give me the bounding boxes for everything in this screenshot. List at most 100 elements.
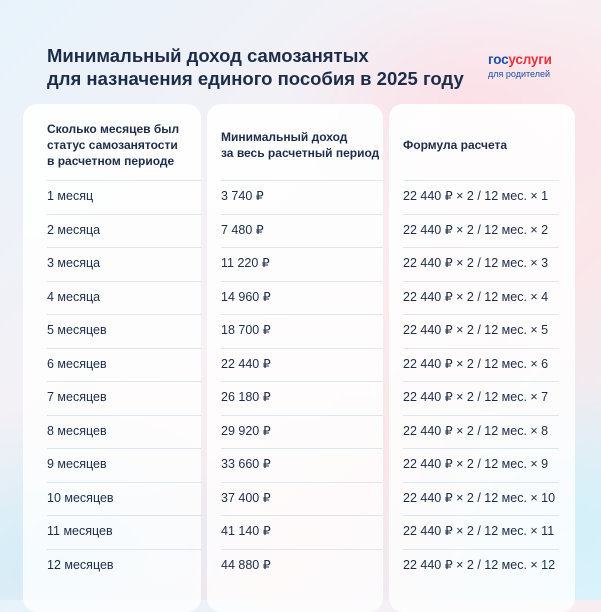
cell-formula: 22 440 ₽ × 2 / 12 мес. × 1 — [403, 189, 549, 203]
row-divider — [47, 280, 201, 282]
cell-months: 12 месяцев — [47, 557, 114, 572]
column-card-formula — [389, 104, 575, 612]
cell-formula: 22 440 ₽ × 2 / 12 мес. × 8 — [403, 423, 549, 438]
row-divider — [403, 381, 559, 382]
row-divider — [403, 481, 559, 483]
table-row: 2 месяца 7 480 ₽ 22 440 ₽ × 2 / 12 мес. × … — [23, 213, 575, 248]
cell-income: 14 960 ₽ — [221, 289, 271, 304]
column-card-months — [23, 104, 201, 612]
cell-months: 7 месяцев — [47, 390, 107, 404]
header-income-line: Минимальный доход — [221, 130, 348, 144]
row-divider — [47, 414, 201, 416]
cell-formula: 22 440 ₽ × 2 / 12 мес. × 6 — [403, 356, 549, 371]
row-divider — [221, 515, 383, 516]
row-divider — [403, 213, 559, 215]
cell-formula: 22 440 ₽ × 2 / 12 мес. × 4 — [403, 289, 549, 304]
cell-income: 3 740 ₽ — [221, 189, 264, 203]
header-months: Сколько месяцев был статус самозанятости… — [47, 121, 179, 169]
table-row: 3 месяца 11 220 ₽ 22 440 ₽ × 2 / 12 мес. ×… — [23, 247, 575, 281]
table-row: 12 месяцев 44 880 ₽ 22 440 ₽ × 2 / 12 мес.… — [23, 548, 575, 583]
row-divider — [47, 247, 201, 248]
row-divider — [221, 414, 383, 416]
logo-part-gos: гос — [488, 52, 509, 67]
cell-income: 33 660 ₽ — [221, 457, 271, 471]
table-row: 6 месяцев 22 440 ₽ 22 440 ₽ × 2 / 12 мес. … — [23, 347, 575, 382]
row-divider — [403, 414, 559, 416]
header-income: Минимальный доход за весь расчетный пери… — [221, 129, 379, 161]
cell-formula: 22 440 ₽ × 2 / 12 мес. × 3 — [403, 256, 549, 270]
row-divider — [47, 548, 201, 550]
cell-months: 11 месяцев — [47, 524, 113, 538]
header-months-line: Сколько месяцев был — [47, 122, 180, 136]
row-divider — [403, 347, 559, 349]
row-divider — [47, 448, 201, 449]
row-divider — [403, 515, 559, 516]
row-divider — [221, 180, 383, 181]
cell-formula: 22 440 ₽ × 2 / 12 мес. × 9 — [403, 457, 549, 471]
row-divider — [47, 481, 201, 483]
cell-income: 7 480 ₽ — [221, 222, 264, 237]
gosuslugi-logo: госуслуги для родителей — [488, 53, 552, 80]
page-title: Минимальный доход самозанятых для назнач… — [47, 44, 467, 90]
cell-income: 29 920 ₽ — [221, 423, 271, 438]
cell-income: 18 700 ₽ — [221, 323, 271, 337]
table-row: 5 месяцев 18 700 ₽ 22 440 ₽ × 2 / 12 мес. … — [23, 314, 575, 348]
row-divider — [47, 213, 201, 215]
cell-months: 10 месяцев — [47, 490, 114, 505]
row-divider — [221, 213, 383, 215]
cell-months: 9 месяцев — [47, 457, 107, 471]
row-divider — [403, 448, 559, 449]
table-row: 9 месяцев 33 660 ₽ 22 440 ₽ × 2 / 12 мес. … — [23, 448, 575, 482]
cell-formula: 22 440 ₽ × 2 / 12 мес. × 7 — [403, 390, 549, 404]
title-line-2: для назначения единого пособия в 2025 го… — [47, 68, 464, 89]
cell-income: 37 400 ₽ — [221, 490, 271, 505]
cell-income: 11 220 ₽ — [221, 256, 270, 270]
table-row: 7 месяцев 26 180 ₽ 22 440 ₽ × 2 / 12 мес. … — [23, 381, 575, 415]
row-divider — [221, 280, 383, 282]
cell-months: 5 месяцев — [47, 323, 107, 337]
row-divider — [403, 247, 559, 248]
cell-months: 1 месяц — [47, 189, 94, 203]
cell-formula: 22 440 ₽ × 2 / 12 мес. × 5 — [403, 323, 549, 337]
row-divider — [221, 448, 383, 449]
logo-subtitle: для родителей — [488, 69, 550, 79]
column-card-income — [207, 104, 383, 612]
row-divider — [403, 280, 559, 282]
cell-formula: 22 440 ₽ × 2 / 12 мес. × 2 — [403, 222, 549, 237]
cell-months: 6 месяцев — [47, 356, 107, 371]
cell-months: 4 месяца — [47, 289, 101, 304]
row-divider — [47, 347, 201, 349]
logo-part-uslugi: услуги — [508, 52, 552, 67]
table-row: 1 месяц 3 740 ₽ 22 440 ₽ × 2 / 12 мес. × 1 — [23, 180, 575, 214]
row-divider — [221, 347, 383, 349]
row-divider — [47, 180, 201, 181]
row-divider — [47, 314, 201, 315]
header-months-line: в расчетном периоде — [47, 154, 175, 168]
header-formula: Формула расчета — [403, 137, 507, 153]
header-formula-line: Формула расчета — [403, 138, 508, 152]
cell-formula: 22 440 ₽ × 2 / 12 мес. × 11 — [403, 524, 555, 538]
table-row: 8 месяцев 29 920 ₽ 22 440 ₽ × 2 / 12 мес. … — [23, 414, 575, 449]
cell-months: 8 месяцев — [47, 423, 107, 438]
row-divider — [47, 515, 201, 516]
table-row: 4 месяца 14 960 ₽ 22 440 ₽ × 2 / 12 мес. ×… — [23, 280, 575, 315]
cell-income: 44 880 ₽ — [221, 557, 271, 572]
row-divider — [221, 481, 383, 483]
cell-income: 26 180 ₽ — [221, 390, 271, 404]
table-row: 11 месяцев 41 140 ₽ 22 440 ₽ × 2 / 12 мес.… — [23, 515, 575, 549]
title-line-1: Минимальный доход самозанятых — [47, 45, 369, 66]
header-income-line: за весь расчетный период — [221, 146, 380, 160]
row-divider — [47, 381, 201, 382]
row-divider — [403, 314, 559, 315]
cell-months: 3 месяца — [47, 256, 101, 270]
row-divider — [403, 180, 559, 181]
row-divider — [221, 314, 383, 315]
header-months-line: статус самозанятости — [47, 138, 178, 152]
cell-income: 22 440 ₽ — [221, 356, 271, 371]
logo-wordmark: госуслуги — [488, 53, 552, 67]
cell-formula: 22 440 ₽ × 2 / 12 мес. × 12 — [403, 557, 556, 572]
row-divider — [403, 548, 559, 550]
cell-income: 41 140 ₽ — [221, 524, 271, 538]
row-divider — [221, 247, 383, 248]
row-divider — [221, 381, 383, 382]
